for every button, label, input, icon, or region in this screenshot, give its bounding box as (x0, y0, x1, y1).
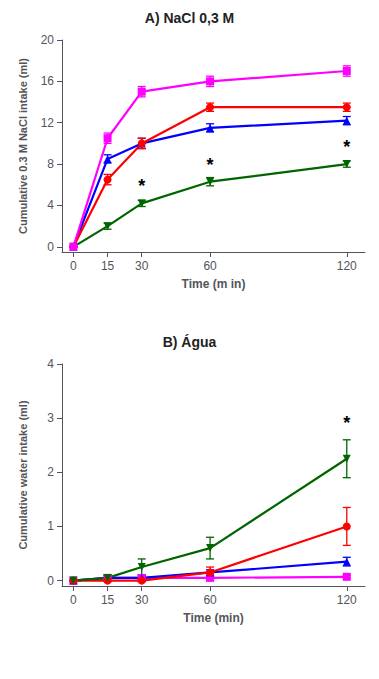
svg-text:Cumulative 0.3 M NaCl intake (: Cumulative 0.3 M NaCl intake (ml) (17, 58, 29, 234)
svg-text:*: * (343, 413, 350, 433)
svg-text:20: 20 (41, 33, 55, 47)
svg-text:8: 8 (47, 157, 54, 171)
svg-text:0: 0 (47, 574, 54, 588)
svg-text:15: 15 (101, 259, 115, 273)
svg-text:12: 12 (41, 116, 55, 130)
svg-text:*: * (138, 176, 145, 196)
svg-text:0: 0 (47, 240, 54, 254)
svg-text:2: 2 (47, 465, 54, 479)
svg-text:*: * (207, 155, 214, 175)
svg-text:4: 4 (47, 198, 54, 212)
svg-text:15: 15 (101, 593, 115, 607)
svg-text:3: 3 (47, 411, 54, 425)
svg-text:60: 60 (203, 593, 217, 607)
svg-text:B) Água: B) Água (163, 334, 217, 350)
svg-text:4: 4 (47, 357, 54, 371)
svg-text:0: 0 (70, 593, 77, 607)
svg-text:30: 30 (135, 593, 149, 607)
svg-text:1: 1 (47, 519, 54, 533)
svg-text:0: 0 (70, 259, 77, 273)
svg-text:30: 30 (135, 259, 149, 273)
svg-text:Cumulative water intake (ml): Cumulative water intake (ml) (17, 400, 29, 549)
svg-text:A) NaCl 0,3 M: A) NaCl 0,3 M (145, 10, 234, 26)
svg-text:120: 120 (337, 259, 357, 273)
svg-text:*: * (343, 137, 350, 157)
svg-text:Time (m in): Time (m in) (182, 277, 246, 291)
svg-text:16: 16 (41, 74, 55, 88)
svg-text:60: 60 (203, 259, 217, 273)
svg-text:120: 120 (337, 593, 357, 607)
svg-text:Time (min): Time (min) (183, 611, 243, 625)
